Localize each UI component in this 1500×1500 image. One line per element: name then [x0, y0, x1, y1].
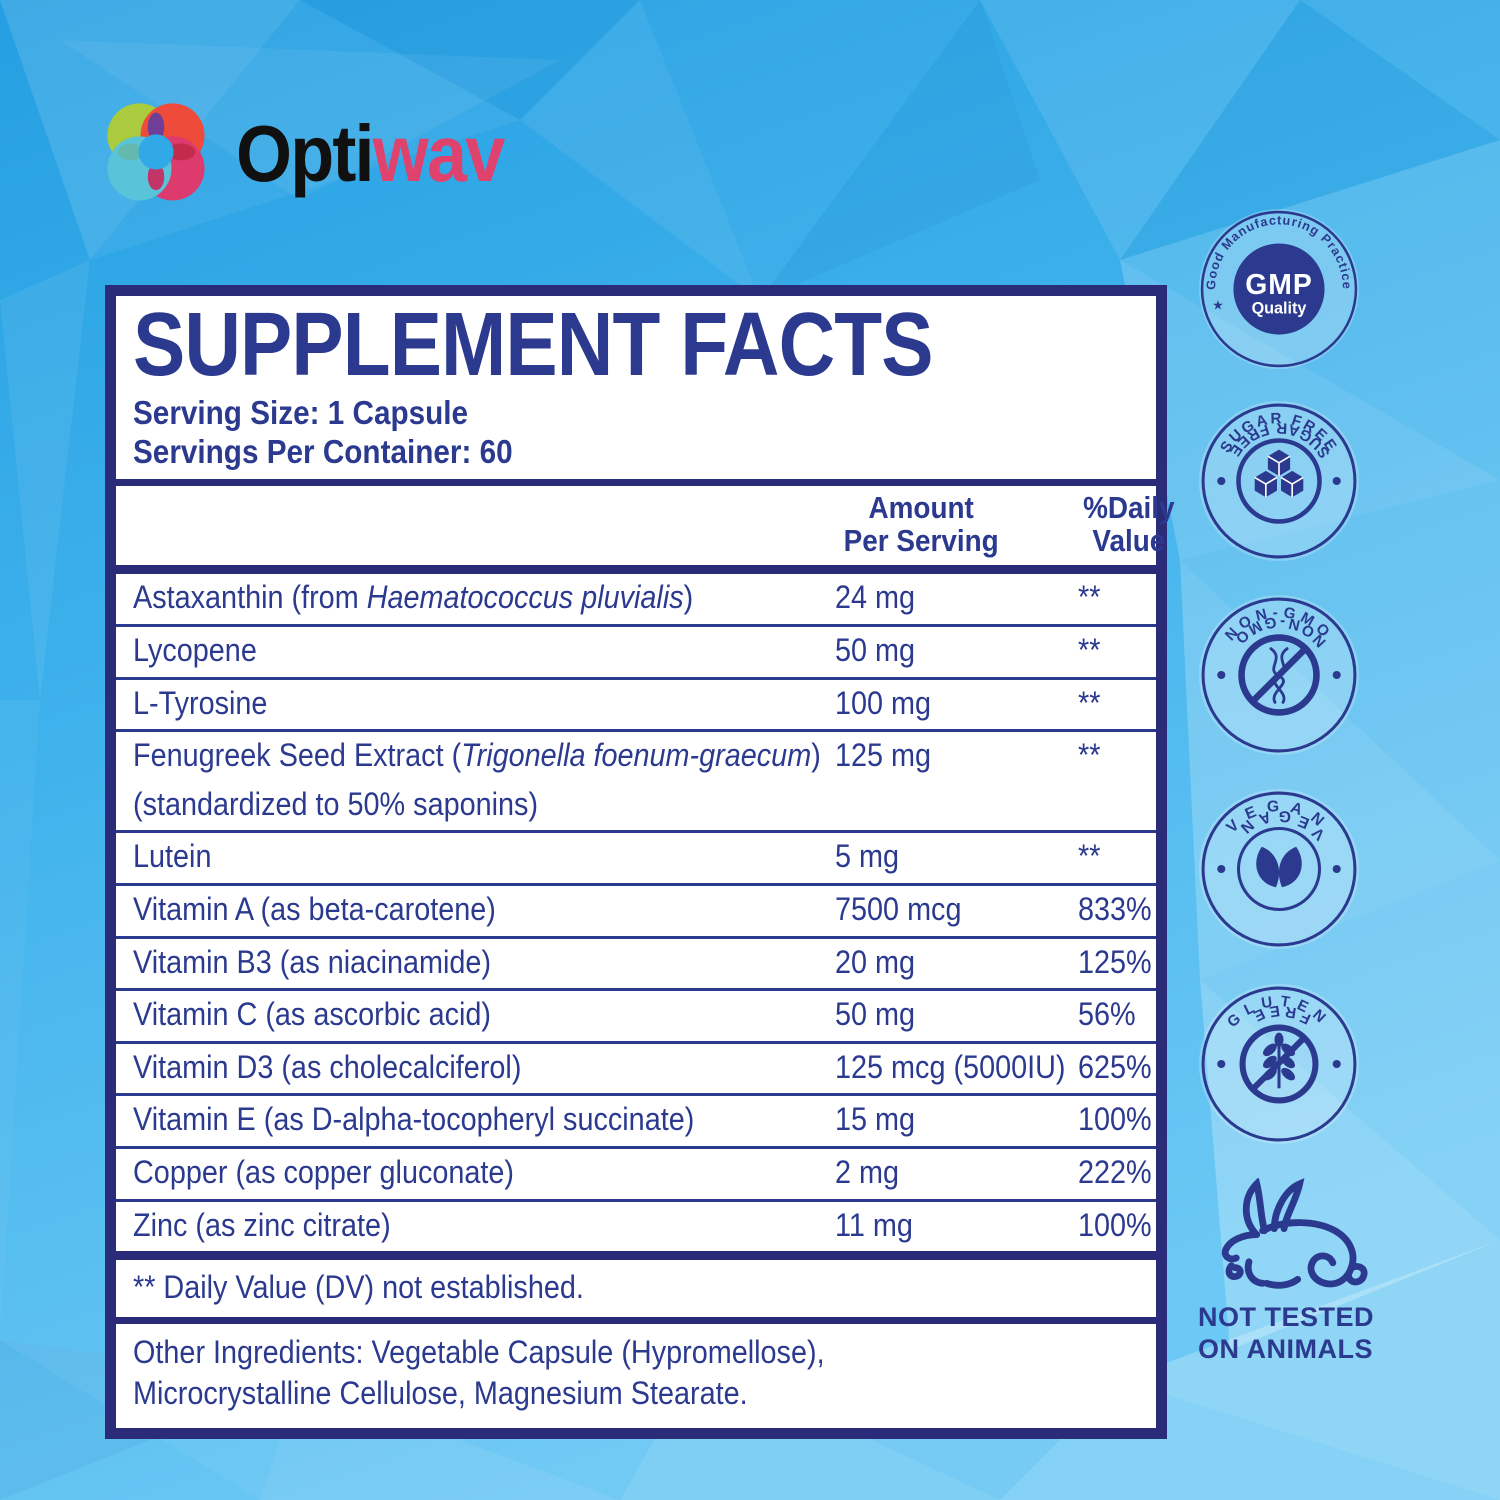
table-row: Vitamin A (as beta-carotene) 7500 mcg 83…: [116, 886, 1156, 939]
row-dv: **: [1078, 684, 1101, 721]
table-row: Lycopene 50 mg **: [116, 627, 1156, 680]
row-amount: 125 mcg (5000IU): [835, 1048, 1066, 1085]
dna-crossed-icon: [1238, 634, 1320, 716]
table-row: Vitamin C (as ascorbic acid) 50 mg 56%: [116, 991, 1156, 1044]
column-header-amount: Amount Per Serving: [843, 489, 999, 558]
row-dv: 125%: [1078, 943, 1152, 980]
row-name: Vitamin B3 (as niacinamide): [133, 943, 492, 980]
row-dv: **: [1078, 632, 1101, 669]
gmp-center-label: GMP: [1245, 269, 1313, 301]
brand-logo-icon: [107, 103, 205, 201]
row-name: Copper (as copper gluconate): [133, 1153, 515, 1190]
daily-value-footnote: ** Daily Value (DV) not established.: [116, 1251, 1156, 1317]
row-dv: 833%: [1078, 890, 1152, 927]
table-row: L-Tyrosine 100 mg **: [116, 680, 1156, 733]
brand-wordmark: Optiwav: [236, 108, 505, 200]
brand-logo: Optiwav: [94, 92, 533, 216]
badge-gluten-free: GLUTEN FREE: [1198, 983, 1360, 1145]
badge-non-gmo: NON-GMO NON-GMO: [1198, 594, 1360, 756]
row-name: Vitamin E (as D-alpha-tocopheryl succina…: [133, 1101, 695, 1138]
column-header-daily-value: %Daily Value: [1083, 489, 1175, 558]
row-amount: 7500 mcg: [835, 890, 962, 927]
table-column-headers: Amount Per Serving %Daily Value: [116, 478, 1175, 566]
row-dv: **: [1078, 838, 1101, 875]
table-row: Vitamin D3 (as cholecalciferol) 125 mcg …: [116, 1044, 1156, 1097]
row-dv: 100%: [1078, 1101, 1152, 1138]
brand-wordmark-primary: Opti: [236, 109, 375, 198]
table-row: Zinc (as zinc citrate) 11 mg 100%: [116, 1202, 1156, 1252]
row-amount: 50 mg: [835, 996, 916, 1033]
badge-not-tested-on-animals: NOT TESTED ON ANIMALS: [1198, 1177, 1378, 1366]
badge-gmp-quality: Good Manufacturing Practice Certificatio…: [1198, 208, 1360, 370]
row-name: Astaxanthin (from Haematococcus pluviali…: [133, 579, 694, 616]
row-name: Lycopene: [133, 632, 257, 669]
row-amount: 50 mg: [835, 632, 916, 669]
row-dv: 56%: [1078, 996, 1136, 1033]
row-dv: 100%: [1078, 1206, 1152, 1243]
row-amount: 15 mg: [835, 1101, 916, 1138]
table-row: Vitamin E (as D-alpha-tocopheryl succina…: [116, 1096, 1156, 1149]
ingredient-table: Astaxanthin (from Haematococcus pluviali…: [116, 565, 1156, 1251]
row-amount: 100 mg: [835, 684, 932, 721]
servings-per-container: Servings Per Container: 60: [133, 432, 513, 470]
serving-size: Serving Size: 1 Capsule: [133, 393, 469, 431]
row-name: Vitamin C (as ascorbic acid): [133, 996, 491, 1033]
row-amount: 5 mg: [835, 838, 900, 875]
row-dv: **: [1078, 579, 1101, 616]
row-name: Fenugreek Seed Extract (Trigonella foenu…: [133, 737, 821, 822]
panel-title: SUPPLEMENT FACTS: [133, 295, 933, 395]
leaves-icon: [1256, 846, 1302, 888]
table-row: Astaxanthin (from Haematococcus pluviali…: [116, 574, 1156, 628]
column-header-spacer: [116, 492, 835, 558]
row-amount: 24 mg: [835, 579, 916, 616]
row-name: L-Tyrosine: [133, 684, 268, 721]
row-amount: 20 mg: [835, 943, 916, 980]
table-row: Vitamin B3 (as niacinamide) 20 mg 125%: [116, 939, 1156, 992]
other-ingredients: Other Ingredients: Vegetable Capsule (Hy…: [116, 1317, 1156, 1428]
table-row: Fenugreek Seed Extract (Trigonella foenu…: [116, 732, 1156, 834]
row-name: Lutein: [133, 838, 212, 875]
row-amount: 2 mg: [835, 1153, 900, 1190]
row-name: Vitamin A (as beta-carotene): [133, 890, 496, 927]
badge-sugar-free: SUGAR FREE SUGAR FREE: [1198, 400, 1360, 562]
row-dv: **: [1078, 737, 1101, 774]
not-tested-label: NOT TESTED ON ANIMALS: [1198, 1302, 1375, 1364]
row-name: Vitamin D3 (as cholecalciferol): [133, 1048, 522, 1085]
rabbit-icon: [1221, 1177, 1368, 1289]
row-dv: 222%: [1078, 1153, 1152, 1190]
row-dv: 625%: [1078, 1048, 1152, 1085]
row-name: Zinc (as zinc citrate): [133, 1206, 391, 1243]
supplement-facts-panel: SUPPLEMENT FACTS Serving Size: 1 Capsule…: [105, 285, 1175, 1440]
table-row: Lutein 5 mg **: [116, 833, 1156, 886]
star-icon: ★: [1212, 297, 1224, 312]
badge-vegan: VEGAN VEGAN: [1198, 788, 1360, 950]
sugar-cubes-icon: [1254, 449, 1304, 498]
gmp-quality-label: Quality: [1252, 299, 1307, 317]
table-row: Copper (as copper gluconate) 2 mg 222%: [116, 1149, 1156, 1202]
gmp-seal-icon: [1233, 243, 1325, 335]
brand-wordmark-secondary: wav: [372, 109, 505, 198]
row-amount: 11 mg: [835, 1206, 913, 1243]
panel-header: SUPPLEMENT FACTS Serving Size: 1 Capsule…: [116, 296, 1156, 479]
row-amount: 125 mg: [835, 737, 932, 774]
wheat-crossed-icon: [1239, 1024, 1319, 1104]
